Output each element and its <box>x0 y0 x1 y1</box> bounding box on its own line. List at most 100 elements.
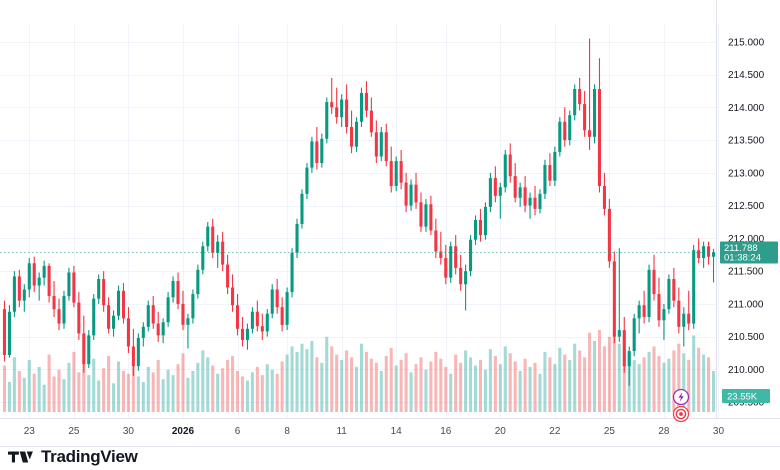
candle-body <box>528 197 532 206</box>
volume-bar <box>488 349 492 412</box>
time-axis-label: 11 <box>336 426 347 437</box>
price-axis-label: 211.500 <box>728 267 764 278</box>
candle-body <box>47 265 51 297</box>
candle-body <box>151 305 155 324</box>
candle-body <box>161 322 165 336</box>
volume-bar <box>92 358 96 412</box>
volume-bar <box>464 350 468 412</box>
candle-body <box>354 121 359 147</box>
candle-body <box>265 313 269 332</box>
volume-bar <box>409 372 413 412</box>
time-axis-label: 23 <box>24 426 36 437</box>
candle-body <box>206 226 210 247</box>
volume-bar <box>235 371 240 412</box>
candle-body <box>543 165 547 194</box>
candle-body <box>22 289 26 301</box>
volume-bar <box>131 365 135 412</box>
volume-bar <box>231 355 235 412</box>
volume-bar <box>22 377 26 412</box>
volume-bar <box>473 365 478 412</box>
volume-bar <box>141 381 145 412</box>
volume-bar <box>533 362 537 412</box>
time-axis-label: 20 <box>495 426 507 437</box>
candle-body <box>37 277 41 286</box>
volume-bar <box>394 365 398 412</box>
volume-bar <box>280 361 284 412</box>
candle-body <box>146 305 150 327</box>
volume-bar <box>221 368 225 412</box>
candle-body <box>384 132 388 162</box>
candle-body <box>226 264 230 288</box>
candle-body <box>216 241 220 253</box>
volume-bar <box>7 381 11 412</box>
volume-bar <box>345 350 349 412</box>
candle-body <box>235 305 240 329</box>
volume-bar <box>578 350 582 412</box>
candle-body <box>82 333 86 365</box>
volume-bar <box>305 349 309 412</box>
volume-bar <box>662 362 666 412</box>
volume-bar <box>310 340 314 412</box>
candle-body <box>419 202 423 227</box>
volume-bar <box>682 353 686 412</box>
candle-body <box>181 303 185 325</box>
volume-bar <box>42 384 46 412</box>
time-axis-label: 8 <box>284 426 290 437</box>
volume-bar <box>483 369 487 412</box>
candle-body <box>335 107 339 118</box>
candle-body <box>300 193 304 224</box>
volume-bar <box>136 376 140 412</box>
volume-bar <box>364 351 368 412</box>
volume-bar <box>350 357 354 412</box>
price-axis-label: 211.000 <box>728 299 764 310</box>
candle-body <box>588 130 592 137</box>
candle-body <box>250 311 254 329</box>
volume-bar <box>196 362 200 412</box>
candle-body <box>92 298 96 336</box>
time-axis-label: 28 <box>658 426 670 437</box>
candle-body <box>57 309 61 324</box>
candle-body <box>553 151 557 181</box>
volume-bar <box>181 353 185 412</box>
volume-bar <box>374 362 378 412</box>
volume-bar <box>384 355 388 412</box>
candle-body <box>364 92 368 111</box>
volume-bar <box>389 347 393 412</box>
price-axis-label: 210.500 <box>728 332 765 343</box>
candle-body <box>315 141 319 164</box>
candle-body <box>687 313 691 324</box>
volume-bar <box>434 351 438 412</box>
volume-bar <box>32 373 36 412</box>
volume-bar <box>612 332 616 412</box>
volume-bar <box>211 365 215 412</box>
candle-body <box>379 132 383 157</box>
volume-bar <box>439 358 443 412</box>
candle-body <box>62 296 66 324</box>
price-axis-label: 210.000 <box>728 365 765 376</box>
time-axis-label: 6 <box>235 426 241 437</box>
candle-body <box>578 89 582 105</box>
candle-body <box>17 276 21 301</box>
candle-body <box>483 206 487 236</box>
price-axis-label: 213.000 <box>728 168 765 179</box>
candle-body <box>642 305 646 317</box>
volume-bar <box>424 369 428 412</box>
volume-bar <box>250 372 254 412</box>
volume-bar <box>513 361 517 412</box>
candle-body <box>305 167 309 194</box>
volume-bar <box>637 364 641 412</box>
candle-body <box>27 263 31 290</box>
candle-body <box>240 328 245 340</box>
candle-body <box>404 182 408 206</box>
candle-body <box>52 296 56 310</box>
volume-bar <box>454 354 458 412</box>
volume-bar <box>478 360 483 412</box>
volume-bar <box>538 373 542 412</box>
candle-body <box>523 187 527 206</box>
candle-body <box>607 208 611 262</box>
candle-body <box>221 241 225 265</box>
candle-body <box>7 311 11 355</box>
candle-body <box>424 204 428 227</box>
